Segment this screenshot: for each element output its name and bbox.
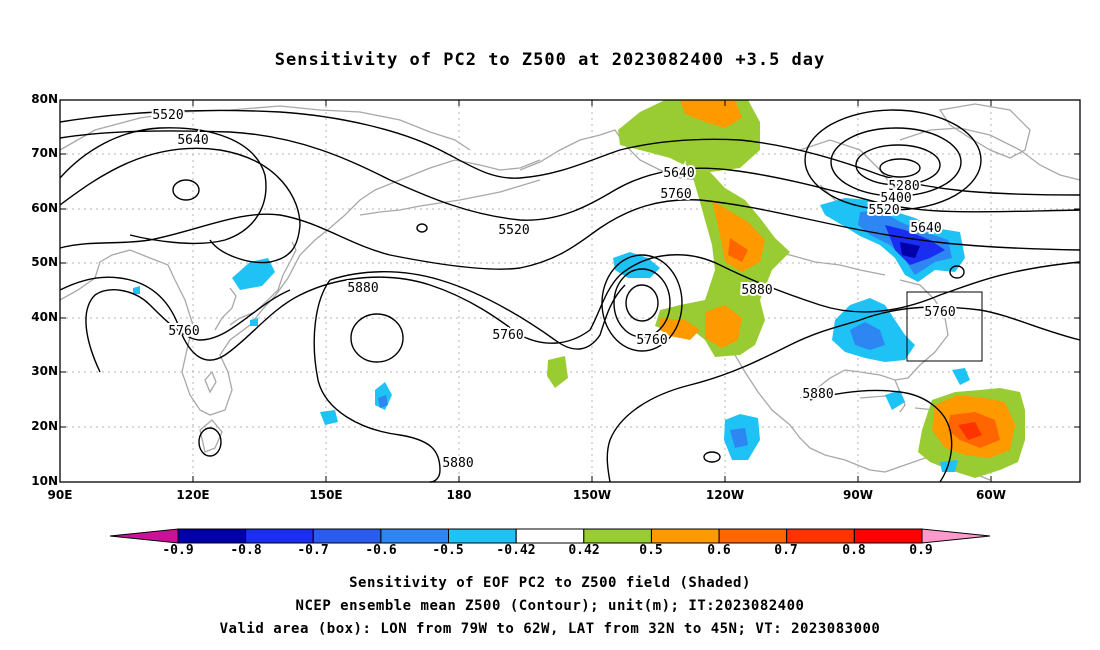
lon-label: 60W [976, 488, 1006, 502]
caption-line-3: Valid area (box): LON from 79W to 62W, L… [219, 621, 881, 637]
colorbar-box [515, 528, 585, 544]
colorbar-tick: 0.42 [568, 543, 600, 558]
colorbar-box [651, 528, 720, 544]
contour-label: 5880 [442, 456, 473, 471]
colorbar-box [718, 528, 788, 544]
contour-label: 5760 [924, 305, 955, 320]
colorbar-tick: -0.42 [496, 543, 536, 558]
valid-area-box [906, 291, 983, 362]
lat-label: 20N [31, 419, 58, 433]
lat-label: 30N [31, 364, 58, 378]
colorbar-box [583, 528, 652, 544]
colorbar-low-end [109, 528, 179, 544]
contour-label: 5520 [868, 203, 899, 218]
colorbar-tick: 0.6 [707, 543, 731, 558]
contour-label: 5640 [177, 133, 208, 148]
colorbar-tick: -0.8 [230, 543, 262, 558]
contour-label: 5760 [660, 187, 691, 202]
colorbar-tick: 0.7 [774, 543, 798, 558]
colorbar-high-end [921, 528, 991, 544]
lat-label: 80N [31, 92, 58, 106]
lat-label: 40N [31, 310, 58, 324]
colorbar-tick: -0.6 [365, 543, 397, 558]
caption-line-1: Sensitivity of EOF PC2 to Z500 field (Sh… [349, 575, 751, 591]
colorbar [109, 528, 991, 544]
map-title: Sensitivity of PC2 to Z500 at 2023082400… [274, 50, 826, 70]
lon-label: 90E [47, 488, 73, 502]
colorbar-box [853, 528, 923, 544]
positive-sensitivity-shading [547, 100, 1025, 478]
lat-label: 10N [31, 474, 58, 488]
lat-label: 60N [31, 201, 58, 215]
lon-label: 150E [309, 488, 343, 502]
colorbar-box [312, 528, 382, 544]
colorbar-tick: -0.7 [297, 543, 329, 558]
plot-area: 5520 5640 5520 5760 5880 5760 5760 5640 … [59, 99, 1081, 483]
colorbar-box [177, 528, 247, 544]
lon-label: 120E [176, 488, 210, 502]
caption-line-2: NCEP ensemble mean Z500 (Contour); unit(… [295, 598, 805, 614]
contour-label: 5760 [492, 328, 523, 343]
contour-label: 5880 [802, 387, 833, 402]
contour-label: 5880 [347, 281, 378, 296]
colorbar-tick: 0.5 [639, 543, 663, 558]
lon-label: 90W [843, 488, 873, 502]
lon-label: 150W [572, 488, 612, 502]
colorbar-boxes [177, 528, 923, 544]
lat-label: 70N [31, 146, 58, 160]
contour-label: 5640 [663, 166, 694, 181]
colorbar-box [448, 528, 517, 544]
colorbar-tick: -0.9 [162, 543, 194, 558]
contour-label: 5520 [498, 223, 529, 238]
colorbar-tick: 0.8 [842, 543, 866, 558]
colorbar-box [245, 528, 314, 544]
contour-label: 5520 [152, 108, 183, 123]
contour-label: 5760 [168, 324, 199, 339]
contour-label: 5400 [880, 191, 911, 206]
lon-label: 120W [705, 488, 745, 502]
colorbar-box [786, 528, 855, 544]
contour-labels: 5520 5640 5520 5760 5880 5760 5760 5640 … [150, 106, 957, 473]
axis-ticks [60, 99, 1080, 482]
contour-label: 5640 [910, 221, 941, 236]
contour-label: 5880 [741, 283, 772, 298]
colorbar-tick: -0.5 [432, 543, 464, 558]
contour-label: 5280 [888, 179, 919, 194]
lat-label: 50N [31, 255, 58, 269]
lon-label: 180 [446, 488, 472, 502]
contour-label: 5760 [636, 333, 667, 348]
colorbar-tick: 0.9 [909, 543, 933, 558]
colorbar-box [380, 528, 449, 544]
z500-contours [59, 109, 1081, 483]
